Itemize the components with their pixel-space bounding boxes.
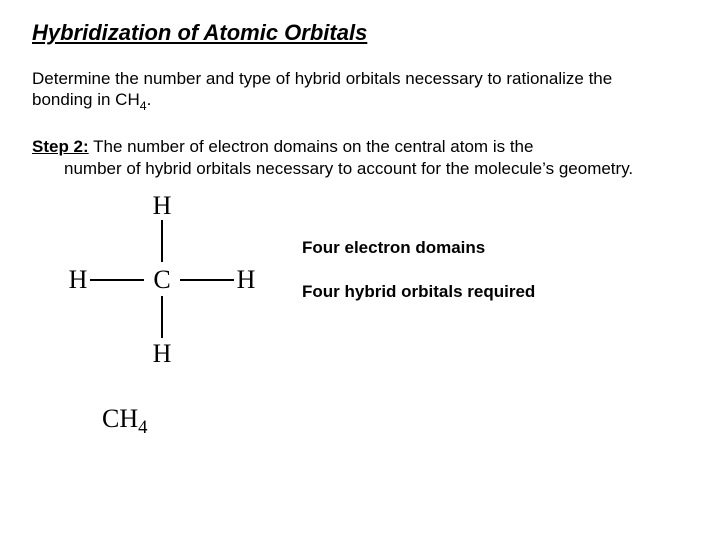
structure-svg: H H C H H xyxy=(52,190,272,370)
intro-sub: 4 xyxy=(140,99,147,113)
formula-label: CH4 xyxy=(52,404,302,439)
fact-domains: Four electron domains xyxy=(302,238,688,258)
lewis-structure: H H C H H CH4 xyxy=(32,190,302,439)
atom-h-left: H xyxy=(69,265,88,294)
slide: Hybridization of Atomic Orbitals Determi… xyxy=(0,0,720,459)
atom-c-center: C xyxy=(153,265,170,294)
intro-post: . xyxy=(147,90,152,109)
step-2: Step 2: The number of electron domains o… xyxy=(32,136,672,180)
facts-column: Four electron domains Four hybrid orbita… xyxy=(302,190,688,302)
fact-orbitals: Four hybrid orbitals required xyxy=(302,282,688,302)
ch4-sub: 4 xyxy=(138,417,147,438)
atom-h-right: H xyxy=(237,265,256,294)
step-body-line2: number of hybrid orbitals necessary to a… xyxy=(32,158,672,180)
atom-h-bottom: H xyxy=(153,339,172,368)
page-title: Hybridization of Atomic Orbitals xyxy=(32,20,688,46)
step-body-line1: The number of electron domains on the ce… xyxy=(89,137,534,156)
step-label: Step 2: xyxy=(32,137,89,156)
ch4-pre: CH xyxy=(102,404,138,433)
atom-h-top: H xyxy=(153,191,172,220)
intro-text: Determine the number and type of hybrid … xyxy=(32,68,672,114)
intro-pre: Determine the number and type of hybrid … xyxy=(32,69,612,109)
content-row: H H C H H CH4 xyxy=(32,190,688,439)
